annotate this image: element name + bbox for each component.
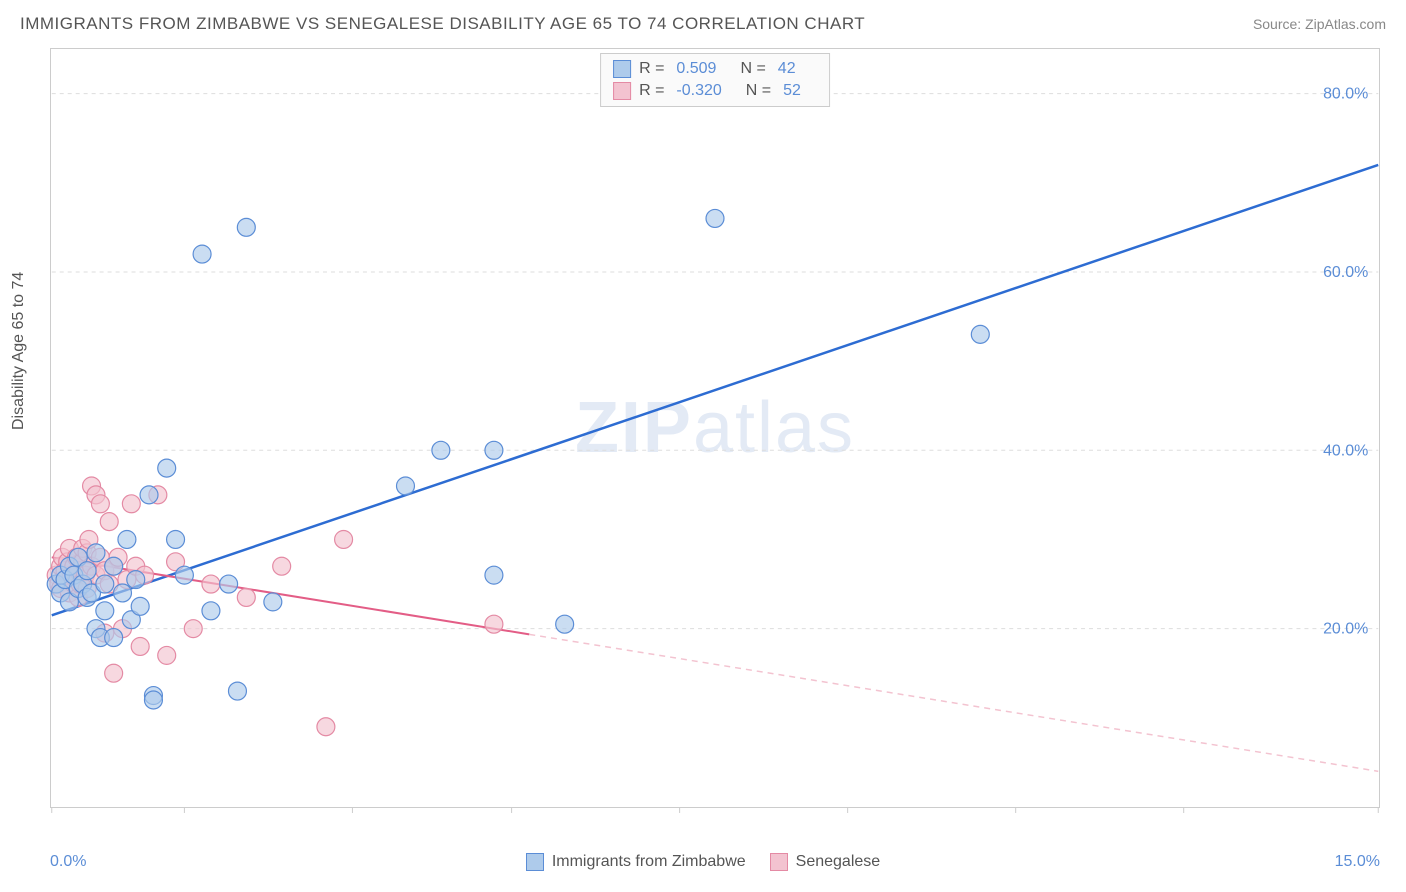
n-value: 42 — [778, 60, 796, 78]
legend-item-series-1: Immigrants from Zimbabwe — [526, 853, 746, 871]
svg-text:20.0%: 20.0% — [1323, 621, 1368, 638]
svg-text:40.0%: 40.0% — [1323, 442, 1368, 459]
chart-title: IMMIGRANTS FROM ZIMBABWE VS SENEGALESE D… — [20, 14, 865, 34]
legend-x-axis: 0.0% Immigrants from Zimbabwe Senegalese… — [0, 832, 1406, 892]
legend-label: Senegalese — [796, 853, 881, 871]
chart-plot-area: ZIPatlas 20.0%40.0%60.0%80.0% R = 0.509 … — [50, 48, 1380, 808]
legend-row-series-1: R = 0.509 N = 42 — [613, 58, 817, 80]
legend-correlation-box: R = 0.509 N = 42 R = -0.320 N = 52 — [600, 53, 830, 107]
header: IMMIGRANTS FROM ZIMBABWE VS SENEGALESE D… — [0, 0, 1406, 48]
n-label: N = — [746, 82, 771, 100]
r-value: -0.320 — [676, 82, 721, 100]
svg-text:60.0%: 60.0% — [1323, 264, 1368, 281]
swatch-icon — [613, 60, 631, 78]
legend-label: Immigrants from Zimbabwe — [552, 853, 746, 871]
n-label: N = — [740, 60, 765, 78]
x-tick-max: 15.0% — [1335, 853, 1380, 871]
source-attribution: Source: ZipAtlas.com — [1253, 16, 1386, 32]
legend-item-series-2: Senegalese — [770, 853, 881, 871]
r-label: R = — [639, 60, 664, 78]
legend-row-series-2: R = -0.320 N = 52 — [613, 80, 817, 102]
r-label: R = — [639, 82, 664, 100]
plot-svg: 20.0% 40.0% 60.0% 80.0% — [51, 49, 1379, 807]
swatch-icon — [770, 853, 788, 871]
n-value: 52 — [783, 82, 801, 100]
r-value: 0.509 — [676, 60, 716, 78]
x-tick-min: 0.0% — [50, 853, 86, 871]
svg-text:80.0%: 80.0% — [1323, 86, 1368, 103]
swatch-icon — [526, 853, 544, 871]
swatch-icon — [613, 82, 631, 100]
y-axis-label: Disability Age 65 to 74 — [10, 272, 28, 430]
